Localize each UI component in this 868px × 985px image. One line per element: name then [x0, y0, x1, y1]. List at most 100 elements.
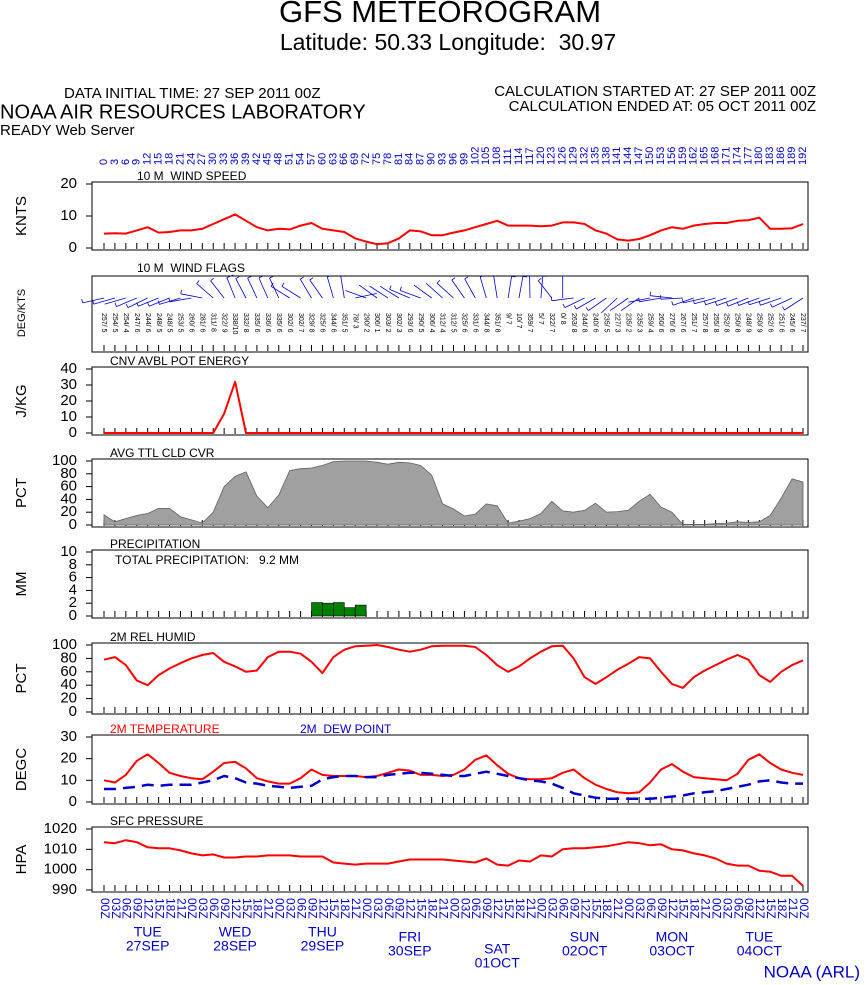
hour-label: 9 — [131, 159, 143, 165]
time-label: 18Z — [600, 898, 614, 919]
time-label: 21Z — [262, 898, 276, 919]
wind-barb — [355, 293, 377, 299]
time-label: 21Z — [611, 898, 625, 919]
wind-barb — [81, 297, 105, 304]
wind-label: 302/ 6 — [286, 313, 293, 333]
wind-barb — [507, 275, 516, 299]
precip-bar — [333, 602, 345, 617]
wind-barb — [620, 297, 640, 311]
wind-barb — [736, 297, 760, 306]
subtitle: Latitude: 50.33 Longitude: 30.97 — [280, 29, 616, 55]
wind-label: 5/ 7 — [537, 313, 544, 325]
hour-label: 99 — [458, 153, 470, 165]
wind-label: 254/ 5 — [111, 313, 118, 333]
time-label: 12Z — [578, 898, 592, 919]
wind-barb — [692, 297, 716, 305]
panel-title: 2M REL HUMID — [110, 630, 196, 644]
time-label: 00Z — [447, 898, 461, 919]
hour-label: 12 — [142, 153, 154, 165]
wind-barb — [196, 280, 214, 299]
y-tick-label: 0 — [69, 424, 77, 441]
hour-label: 183 — [764, 147, 776, 165]
wind-label: 251/ 6 — [777, 313, 784, 333]
wind-label: 237/ 7 — [799, 313, 806, 333]
wind-barb — [726, 297, 749, 307]
time-label: 09Z — [131, 898, 145, 919]
hour-label: 6 — [120, 159, 132, 165]
series-line — [104, 380, 803, 434]
y-tick-label: 0 — [69, 793, 77, 810]
wind-barb — [562, 297, 585, 308]
precip-bar — [354, 604, 367, 617]
time-label: 15Z — [327, 898, 341, 919]
time-label: 03Z — [109, 898, 123, 919]
panel-frame — [91, 458, 809, 528]
wind-barb — [358, 284, 378, 299]
y-tick-label: 0 — [69, 607, 77, 624]
server: READY Web Server — [0, 122, 135, 139]
wind-label: 293/ 6 — [406, 313, 413, 333]
wind-label: 235/ 3 — [635, 313, 642, 333]
wind-label: 306/ 1 — [373, 313, 380, 333]
time-label: 06Z — [382, 898, 396, 919]
wind-label: 290/ 5 — [417, 313, 424, 333]
hour-label: 93 — [436, 153, 448, 165]
y-tick-label: 0 — [69, 239, 77, 256]
hour-label: 132 — [578, 147, 590, 165]
day-weekday: MON — [656, 929, 689, 945]
wind-label: 244/ 8 — [581, 313, 588, 333]
wind-barb — [247, 276, 258, 299]
time-label: 21Z — [699, 898, 713, 919]
wind-label: 247/ 6 — [133, 313, 140, 333]
wind-barb — [258, 275, 269, 299]
wind-barb — [782, 297, 804, 311]
wind-label: 248/ 5 — [166, 313, 173, 333]
time-label: 15Z — [152, 898, 166, 919]
wind-barb — [425, 283, 443, 299]
hour-label: 174 — [731, 147, 743, 165]
legend-entry: 2M DEW POINT — [300, 722, 392, 736]
hour-label: 78 — [382, 153, 394, 165]
wind-label: 257/ 5 — [100, 313, 107, 333]
day-weekday: SAT — [484, 941, 511, 957]
wind-barb — [168, 297, 192, 303]
time-label: 00Z — [360, 898, 374, 919]
wind-label: 351/ 8 — [493, 313, 500, 333]
title: GFS METEOROGRAM — [279, 0, 601, 29]
day-weekday: TUE — [745, 929, 773, 945]
hour-label: 60 — [316, 153, 328, 165]
hour-label: 24 — [185, 153, 197, 165]
wind-barb — [413, 284, 432, 299]
wind-label: 259/ 4 — [646, 313, 653, 333]
time-label: 03Z — [196, 898, 210, 919]
wind-barb — [125, 297, 148, 308]
wind-barb — [682, 297, 705, 304]
wind-label: 252/ 8 — [723, 313, 730, 333]
time-label: 12Z — [666, 898, 680, 919]
time-label: 15Z — [240, 898, 254, 919]
time-label: 15Z — [415, 898, 429, 919]
time-label: 21Z — [174, 898, 188, 919]
time-label: 03Z — [371, 898, 385, 919]
panel-frame — [91, 366, 809, 436]
wind-label: 306/ 4 — [428, 313, 435, 333]
y-tick-label: 1000 — [44, 861, 77, 878]
wind-barb — [210, 277, 225, 299]
y-axis-label: HPA — [13, 845, 30, 875]
wind-label: 0/ 8 — [559, 313, 566, 325]
wind-label: 329/ 8 — [308, 313, 315, 333]
y-tick-label: 0 — [69, 516, 77, 533]
time-label: 00Z — [709, 898, 723, 919]
wind-barb — [299, 276, 312, 299]
y-tick-label: 20 — [60, 175, 77, 192]
time-label: 18Z — [338, 898, 352, 919]
time-label: 15Z — [677, 898, 691, 919]
hour-label: 123 — [546, 147, 558, 165]
wind-label: 260/ 6 — [657, 313, 664, 333]
y-tick-label: 40 — [60, 490, 77, 507]
wind-barb — [529, 275, 534, 299]
panel-title: CNV AVBL POT ENERGY — [110, 354, 249, 368]
wind-barb — [493, 275, 498, 299]
time-label: 03Z — [633, 898, 647, 919]
hour-label: 144 — [622, 147, 634, 165]
